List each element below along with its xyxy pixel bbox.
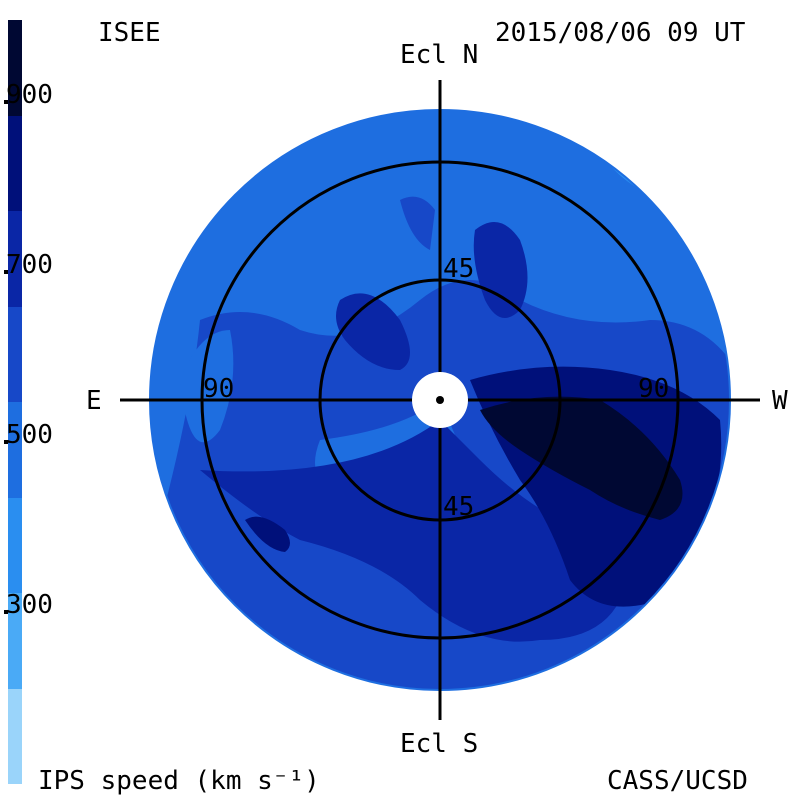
colorbar-band xyxy=(8,497,22,593)
ring-label-45-bottom: 45 xyxy=(443,492,475,522)
ring-label-45-top: 45 xyxy=(443,254,475,284)
ring-label-90-left: 90 xyxy=(203,374,235,404)
source-label: ISEE xyxy=(98,18,161,48)
colorbar-tick-900: 900 xyxy=(4,80,53,110)
peak-speed-region xyxy=(480,396,683,520)
colorbar-band xyxy=(8,211,22,307)
colorbar-band xyxy=(8,593,22,689)
west-label: W xyxy=(772,386,788,416)
timestamp-label: 2015/08/06 09 UT xyxy=(495,18,746,48)
colorbar-band xyxy=(8,688,22,784)
colorbar-band xyxy=(8,306,22,402)
credit-label: CASS/UCSD xyxy=(607,766,748,796)
east-label: E xyxy=(86,386,102,416)
colorbar-tick-700: 700 xyxy=(4,250,53,280)
south-label: Ecl S xyxy=(400,729,479,759)
sun-center-marker xyxy=(436,396,444,404)
colorbar-tick-500: 500 xyxy=(4,420,53,450)
colorbar-tick-300: 300 xyxy=(4,590,53,620)
quantity-label: IPS speed (km s⁻¹) xyxy=(38,766,320,796)
colorbar-band xyxy=(8,20,22,116)
colorbar-band xyxy=(8,115,22,211)
speed-colorbar xyxy=(8,20,22,784)
colorbar-band xyxy=(8,402,22,498)
north-label: Ecl N xyxy=(400,40,479,70)
ring-label-90-right: 90 xyxy=(638,374,670,404)
high-speed-region xyxy=(200,420,624,642)
